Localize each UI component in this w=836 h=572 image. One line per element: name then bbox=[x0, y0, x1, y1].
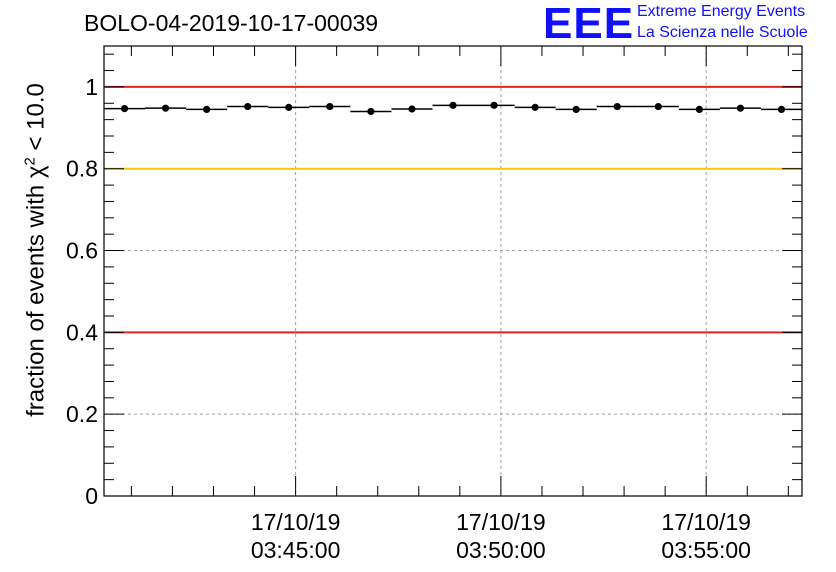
y-label-suffix: < 10.0 bbox=[22, 83, 50, 158]
data-point bbox=[613, 102, 621, 111]
y-tick-label: 0.8 bbox=[66, 156, 98, 182]
data-point bbox=[449, 101, 457, 109]
data-point bbox=[120, 104, 129, 113]
reference-lines bbox=[104, 85, 802, 334]
data-point bbox=[367, 107, 375, 116]
y-axis-label: fraction of events with χ2 < 10.0 bbox=[22, 83, 51, 417]
data-point bbox=[572, 105, 580, 114]
x-tick-time-label: 03:55:00 bbox=[661, 537, 751, 563]
data-point bbox=[326, 102, 334, 111]
data-points bbox=[104, 101, 802, 116]
data-point bbox=[736, 104, 745, 112]
data-point bbox=[654, 102, 662, 111]
y-tick-label: 0.2 bbox=[66, 401, 98, 427]
y-tick-label: 0 bbox=[85, 483, 98, 509]
data-point bbox=[777, 105, 786, 114]
data-point bbox=[408, 105, 416, 113]
data-point bbox=[285, 103, 293, 111]
x-tick-date-label: 17/10/19 bbox=[456, 509, 546, 535]
y-tick-label: 0.6 bbox=[66, 238, 98, 264]
data-point bbox=[490, 101, 498, 109]
logo-line-2: La Scienza nelle Scuole bbox=[637, 24, 808, 41]
y-label-exponent: 2 bbox=[21, 157, 39, 166]
plot-frame bbox=[103, 45, 803, 497]
eee-logo: EEE bbox=[543, 0, 635, 48]
data-point bbox=[695, 105, 703, 114]
x-tick-time-label: 03:45:00 bbox=[251, 537, 341, 563]
data-point bbox=[531, 103, 539, 111]
y-tick-label: 0.4 bbox=[66, 319, 98, 345]
x-tick-date-label: 17/10/19 bbox=[251, 509, 341, 535]
y-tick-label: 1 bbox=[85, 74, 98, 100]
data-point bbox=[203, 105, 211, 114]
y-label-symbol: χ bbox=[22, 165, 50, 179]
logo-line-1: Extreme Energy Events bbox=[637, 3, 806, 20]
x-tick-date-label: 17/10/19 bbox=[661, 509, 751, 535]
data-point bbox=[161, 104, 170, 112]
tick-labels: 00.20.40.60.8117/10/1903:45:0017/10/1903… bbox=[66, 74, 751, 563]
x-tick-time-label: 03:50:00 bbox=[456, 537, 546, 563]
grid-lines bbox=[104, 46, 802, 496]
y-label-prefix: fraction of events with bbox=[22, 178, 50, 417]
data-point bbox=[244, 102, 252, 111]
chart-title: BOLO-04-2019-10-17-00039 bbox=[84, 10, 379, 36]
axes bbox=[103, 45, 803, 497]
